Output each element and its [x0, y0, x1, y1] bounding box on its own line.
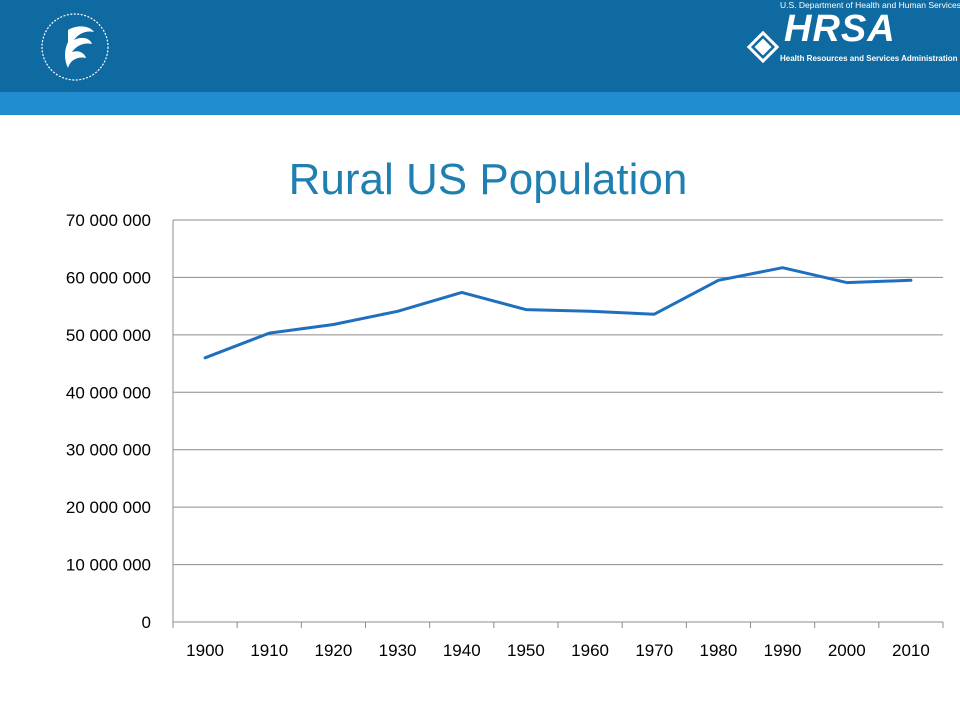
y-tick-label: 40 000 000	[66, 383, 151, 402]
y-tick-label: 0	[142, 613, 151, 632]
y-tick-label: 60 000 000	[66, 268, 151, 287]
x-tick-label: 1920	[315, 641, 353, 660]
x-tick-label: 1910	[250, 641, 288, 660]
y-tick-label: 20 000 000	[66, 498, 151, 517]
y-tick-label: 50 000 000	[66, 326, 151, 345]
series-line	[203, 266, 913, 360]
chart-title: Rural US Population	[288, 155, 688, 204]
hhs-eagle-seal-icon	[41, 13, 109, 81]
header-bar	[0, 0, 960, 92]
y-tick-label: 30 000 000	[66, 441, 151, 460]
x-tick-label: 2010	[892, 641, 930, 660]
header-accent-band	[0, 92, 960, 115]
hrsa-wordmark: HRSA	[784, 8, 896, 50]
x-tick-label: 1960	[571, 641, 609, 660]
x-tick-label: 1900	[186, 641, 224, 660]
hrsa-logo	[746, 18, 940, 84]
y-tick-label: 10 000 000	[66, 556, 151, 575]
x-tick-label: 1970	[635, 641, 673, 660]
x-tick-label: 1990	[764, 641, 802, 660]
y-tick-label: 70 000 000	[66, 211, 151, 230]
hrsa-full-name-text: Health Resources and Services Administra…	[780, 54, 958, 63]
x-tick-label: 1950	[507, 641, 545, 660]
x-tick-label: 1930	[379, 641, 417, 660]
x-tick-label: 1980	[700, 641, 738, 660]
x-tick-label: 1940	[443, 641, 481, 660]
x-tick-label: 2000	[828, 641, 866, 660]
hrsa-department-text: U.S. Department of Health and Human Serv…	[780, 0, 960, 10]
hrsa-logo-mark-icon	[746, 30, 780, 64]
